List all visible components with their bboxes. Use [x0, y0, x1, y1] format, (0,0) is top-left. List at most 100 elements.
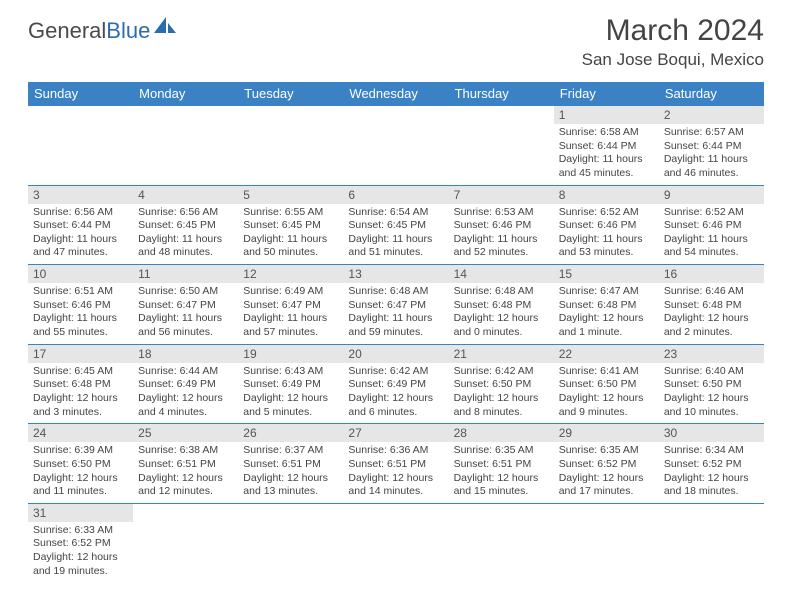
day-detail-line: Daylight: 11 hours	[33, 312, 128, 326]
day-detail-line: Sunset: 6:52 PM	[664, 458, 759, 472]
day-detail-line: Daylight: 12 hours	[138, 392, 233, 406]
day-number: 9	[659, 186, 764, 204]
day-number: 8	[554, 186, 659, 204]
calendar-cell: 11Sunrise: 6:50 AMSunset: 6:47 PMDayligh…	[133, 265, 238, 345]
day-details: Sunrise: 6:33 AMSunset: 6:52 PMDaylight:…	[28, 522, 133, 583]
calendar-cell: 19Sunrise: 6:43 AMSunset: 6:49 PMDayligh…	[238, 344, 343, 424]
day-detail-line: Daylight: 11 hours	[559, 233, 654, 247]
day-detail-line: and 18 minutes.	[664, 485, 759, 499]
weekday-header-row: Sunday Monday Tuesday Wednesday Thursday…	[28, 82, 764, 106]
day-detail-line: Daylight: 11 hours	[454, 233, 549, 247]
day-detail-line: Daylight: 12 hours	[664, 312, 759, 326]
calendar-cell	[238, 106, 343, 186]
calendar-row: 31Sunrise: 6:33 AMSunset: 6:52 PMDayligh…	[28, 503, 764, 582]
calendar-cell: 2Sunrise: 6:57 AMSunset: 6:44 PMDaylight…	[659, 106, 764, 186]
day-detail-line: and 51 minutes.	[348, 246, 443, 260]
day-detail-line: Daylight: 11 hours	[559, 153, 654, 167]
day-detail-line: Sunset: 6:47 PM	[243, 299, 338, 313]
day-number: 27	[343, 424, 448, 442]
calendar-cell	[449, 503, 554, 582]
day-detail-line: Sunset: 6:50 PM	[454, 378, 549, 392]
day-detail-line: Sunrise: 6:33 AM	[33, 524, 128, 538]
month-title: March 2024	[582, 14, 764, 48]
day-detail-line: Sunrise: 6:51 AM	[33, 285, 128, 299]
day-detail-line: Daylight: 12 hours	[559, 312, 654, 326]
day-detail-line: Sunrise: 6:48 AM	[348, 285, 443, 299]
day-detail-line: Daylight: 12 hours	[33, 392, 128, 406]
day-detail-line: Sunset: 6:51 PM	[454, 458, 549, 472]
day-detail-line: Daylight: 12 hours	[348, 392, 443, 406]
calendar-cell	[238, 503, 343, 582]
calendar-row: 24Sunrise: 6:39 AMSunset: 6:50 PMDayligh…	[28, 424, 764, 504]
calendar-cell	[554, 503, 659, 582]
day-number: 2	[659, 106, 764, 124]
calendar-cell	[343, 106, 448, 186]
day-details: Sunrise: 6:35 AMSunset: 6:51 PMDaylight:…	[449, 442, 554, 503]
day-detail-line: Sunset: 6:45 PM	[348, 219, 443, 233]
day-number: 18	[133, 345, 238, 363]
day-details: Sunrise: 6:39 AMSunset: 6:50 PMDaylight:…	[28, 442, 133, 503]
day-detail-line: and 10 minutes.	[664, 406, 759, 420]
day-detail-line: Sunrise: 6:46 AM	[664, 285, 759, 299]
calendar-cell: 20Sunrise: 6:42 AMSunset: 6:49 PMDayligh…	[343, 344, 448, 424]
day-number: 4	[133, 186, 238, 204]
day-details: Sunrise: 6:42 AMSunset: 6:50 PMDaylight:…	[449, 363, 554, 424]
day-details: Sunrise: 6:48 AMSunset: 6:48 PMDaylight:…	[449, 283, 554, 344]
day-detail-line: Sunset: 6:46 PM	[559, 219, 654, 233]
day-detail-line: Sunrise: 6:39 AM	[33, 444, 128, 458]
day-detail-line: Sunset: 6:46 PM	[454, 219, 549, 233]
day-detail-line: and 15 minutes.	[454, 485, 549, 499]
day-details: Sunrise: 6:52 AMSunset: 6:46 PMDaylight:…	[659, 204, 764, 265]
calendar-cell	[343, 503, 448, 582]
day-details: Sunrise: 6:52 AMSunset: 6:46 PMDaylight:…	[554, 204, 659, 265]
day-detail-line: and 9 minutes.	[559, 406, 654, 420]
day-detail-line: Sunset: 6:45 PM	[243, 219, 338, 233]
calendar-cell	[133, 503, 238, 582]
calendar-cell: 1Sunrise: 6:58 AMSunset: 6:44 PMDaylight…	[554, 106, 659, 186]
calendar-row: 3Sunrise: 6:56 AMSunset: 6:44 PMDaylight…	[28, 185, 764, 265]
logo: GeneralBlue	[28, 20, 178, 42]
day-detail-line: Sunset: 6:47 PM	[348, 299, 443, 313]
calendar-cell	[659, 503, 764, 582]
calendar-cell: 30Sunrise: 6:34 AMSunset: 6:52 PMDayligh…	[659, 424, 764, 504]
day-detail-line: Sunrise: 6:43 AM	[243, 365, 338, 379]
day-detail-line: Daylight: 12 hours	[454, 312, 549, 326]
day-detail-line: and 46 minutes.	[664, 167, 759, 181]
day-number: 1	[554, 106, 659, 124]
day-detail-line: Sunrise: 6:53 AM	[454, 206, 549, 220]
calendar-cell	[133, 106, 238, 186]
day-detail-line: Sunrise: 6:50 AM	[138, 285, 233, 299]
day-detail-line: Daylight: 12 hours	[559, 472, 654, 486]
calendar-body: 1Sunrise: 6:58 AMSunset: 6:44 PMDaylight…	[28, 106, 764, 583]
day-detail-line: Sunrise: 6:58 AM	[559, 126, 654, 140]
day-detail-line: and 47 minutes.	[33, 246, 128, 260]
calendar-cell: 26Sunrise: 6:37 AMSunset: 6:51 PMDayligh…	[238, 424, 343, 504]
day-detail-line: and 54 minutes.	[664, 246, 759, 260]
day-detail-line: Sunset: 6:51 PM	[243, 458, 338, 472]
day-number: 15	[554, 265, 659, 283]
day-detail-line: Sunrise: 6:41 AM	[559, 365, 654, 379]
day-detail-line: Sunset: 6:44 PM	[33, 219, 128, 233]
day-detail-line: Sunrise: 6:55 AM	[243, 206, 338, 220]
day-detail-line: Sunrise: 6:34 AM	[664, 444, 759, 458]
day-detail-line: and 4 minutes.	[138, 406, 233, 420]
day-detail-line: Daylight: 11 hours	[138, 233, 233, 247]
calendar-row: 10Sunrise: 6:51 AMSunset: 6:46 PMDayligh…	[28, 265, 764, 345]
calendar-cell: 5Sunrise: 6:55 AMSunset: 6:45 PMDaylight…	[238, 185, 343, 265]
day-detail-line: Daylight: 11 hours	[664, 153, 759, 167]
day-details: Sunrise: 6:37 AMSunset: 6:51 PMDaylight:…	[238, 442, 343, 503]
day-detail-line: and 50 minutes.	[243, 246, 338, 260]
day-number: 6	[343, 186, 448, 204]
day-detail-line: Daylight: 11 hours	[33, 233, 128, 247]
day-detail-line: Sunset: 6:48 PM	[559, 299, 654, 313]
day-detail-line: Sunrise: 6:52 AM	[559, 206, 654, 220]
day-detail-line: Daylight: 12 hours	[559, 392, 654, 406]
calendar-cell: 14Sunrise: 6:48 AMSunset: 6:48 PMDayligh…	[449, 265, 554, 345]
day-detail-line: Daylight: 12 hours	[138, 472, 233, 486]
day-detail-line: Sunset: 6:47 PM	[138, 299, 233, 313]
day-detail-line: and 13 minutes.	[243, 485, 338, 499]
day-number: 21	[449, 345, 554, 363]
day-number: 14	[449, 265, 554, 283]
day-details: Sunrise: 6:43 AMSunset: 6:49 PMDaylight:…	[238, 363, 343, 424]
day-detail-line: and 8 minutes.	[454, 406, 549, 420]
